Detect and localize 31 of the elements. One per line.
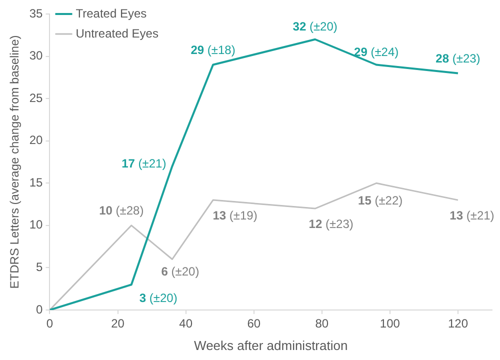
data-label: 13 (±19) (212, 208, 258, 222)
y-tick-label: 0 (36, 302, 44, 316)
y-axis-title: ETDRS Letters (average change from baseline) (8, 35, 22, 289)
legend-label: Treated Eyes (76, 6, 147, 20)
data-label: 6 (±20) (161, 264, 200, 279)
x-tick-label: 40 (179, 316, 193, 331)
x-tick-label: 20 (111, 316, 125, 331)
y-tick-label: 10 (29, 218, 44, 232)
x-axis-title: Weeks after administration (194, 338, 348, 353)
x-tick-label: 80 (315, 316, 329, 331)
y-tick-label: 15 (29, 175, 44, 190)
data-label: 10 (±28) (99, 204, 144, 218)
y-tick-label: 25 (29, 90, 44, 105)
data-label: 12 (±23) (308, 216, 354, 231)
data-label: 17 (±21) (122, 156, 166, 171)
data-label: 15 (±22) (358, 193, 403, 208)
data-label: 29 (±24) (354, 45, 399, 60)
y-tick-label: 35 (29, 6, 44, 20)
data-label: 3 (±20) (139, 290, 178, 305)
data-label: 28 (±23) (436, 52, 480, 66)
x-tick-label: 0 (46, 316, 54, 331)
y-tick-label: 5 (36, 260, 44, 274)
y-tick-label: 30 (29, 48, 44, 63)
data-label: 29 (±18) (190, 43, 236, 58)
x-tick-label: 60 (247, 316, 261, 331)
x-tick-label: 100 (380, 316, 400, 331)
x-tick-label: 120 (448, 316, 468, 331)
legend-label: Untreated Eyes (76, 26, 158, 40)
y-tick-label: 20 (29, 133, 44, 148)
data-label: 32 (±20) (292, 20, 338, 34)
data-label: 13 (±21) (450, 208, 494, 222)
